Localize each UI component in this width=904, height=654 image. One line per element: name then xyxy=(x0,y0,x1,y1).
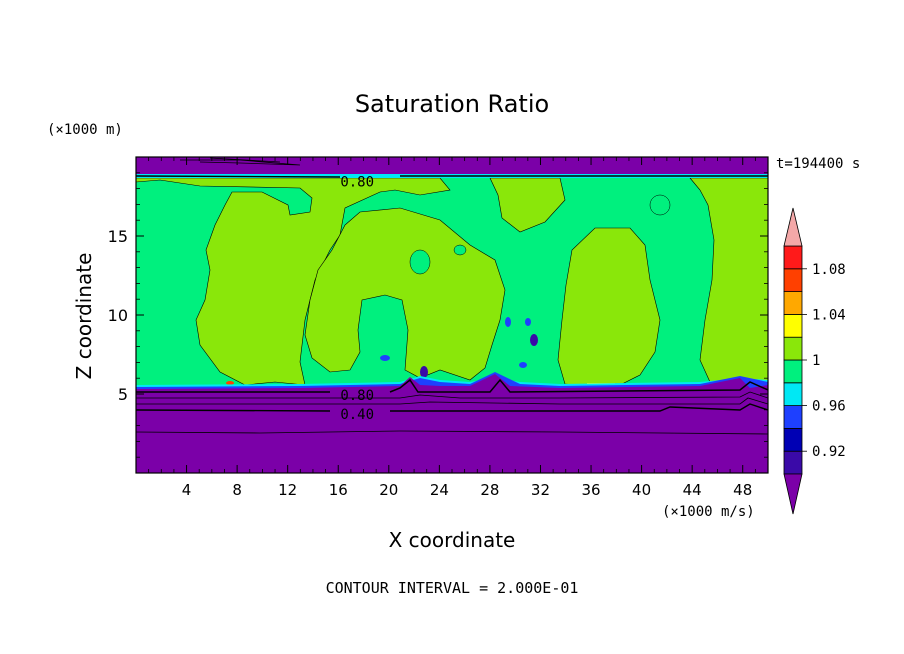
x-tick-label: 40 xyxy=(632,481,651,499)
colorbar-label: 1.04 xyxy=(812,307,846,323)
colorbar-swatch xyxy=(783,427,803,452)
colorbar-swatch xyxy=(783,313,803,338)
field-top-cyan xyxy=(136,172,768,178)
colorbar-swatch xyxy=(783,382,803,406)
x-tick-label: 48 xyxy=(733,481,752,499)
x-tick-label: 20 xyxy=(379,481,398,499)
colorbar-label: 1.08 xyxy=(812,262,846,278)
colorbar: 1.08 1.04 1 0.96 0.92 xyxy=(783,207,846,515)
field-region-lime-right xyxy=(557,227,661,387)
field-island-3 xyxy=(453,244,467,256)
plot-area xyxy=(135,156,769,474)
chart-title: Saturation Ratio xyxy=(355,90,549,118)
colorbar-label: 0.92 xyxy=(812,444,846,460)
y-tick-label: 10 xyxy=(108,306,128,325)
field-region-lime-upper xyxy=(489,177,566,233)
colorbar-swatch xyxy=(783,405,803,429)
field-island-1 xyxy=(409,249,431,275)
colorbar-top-arrow xyxy=(783,207,803,247)
x-unit-label: (×1000 m/s) xyxy=(662,504,755,520)
field-region-lime-left xyxy=(136,177,451,386)
colorbar-swatch xyxy=(783,359,803,384)
y-unit-label: (×1000 m) xyxy=(47,122,123,138)
colorbar-swatch xyxy=(783,245,803,270)
y-axis-title: Z coordinate xyxy=(72,253,96,380)
x-tick-label: 4 xyxy=(182,481,192,499)
field-top-purple xyxy=(136,157,768,174)
contour-050 xyxy=(136,397,768,405)
contour-070 xyxy=(136,391,768,399)
x-tick-label: 28 xyxy=(480,481,499,499)
x-tick-label: 12 xyxy=(278,481,297,499)
x-tick-label: 8 xyxy=(232,481,242,499)
y-tick-label: 5 xyxy=(118,385,128,404)
field-region-lime-far-right xyxy=(689,177,768,389)
x-axis-title: X coordinate xyxy=(389,528,516,552)
y-tick-label: 15 xyxy=(108,227,128,246)
colorbar-swatch xyxy=(783,268,803,292)
x-tick-label: 16 xyxy=(329,481,348,499)
contour-030 xyxy=(136,430,768,435)
colorbar-swatch xyxy=(783,291,803,315)
x-tick-label: 32 xyxy=(531,481,550,499)
field-lower-purple xyxy=(136,374,768,473)
contour-labels: 0.80 0.80 0.40 xyxy=(340,175,374,423)
contour-label: 0.80 xyxy=(340,175,374,191)
y-axis: 5 10 15 xyxy=(108,172,768,458)
time-label: t=194400 s xyxy=(776,156,860,172)
colorbar-label: 1 xyxy=(812,353,820,369)
colorbar-swatch xyxy=(783,336,803,361)
contour-040 xyxy=(136,403,768,412)
field-island-2 xyxy=(649,194,671,216)
contour-label: 0.80 xyxy=(340,388,374,404)
colorbar-label: 0.96 xyxy=(812,399,846,415)
x-tick-label: 36 xyxy=(581,481,600,499)
contour-080 xyxy=(136,378,768,393)
contour-top-080 xyxy=(136,175,768,178)
contour-top-thin xyxy=(180,157,301,166)
x-tick-label: 44 xyxy=(683,481,702,499)
colorbar-bottom-arrow xyxy=(783,473,803,515)
colorbar-swatch xyxy=(783,450,803,475)
x-axis: 4 8 12 16 20 24 28 32 36 40 44 48 xyxy=(148,157,756,499)
contour-label: 0.40 xyxy=(340,407,374,423)
contour-interval-footer: CONTOUR INTERVAL = 2.000E-01 xyxy=(326,579,579,597)
x-tick-label: 24 xyxy=(430,481,449,499)
